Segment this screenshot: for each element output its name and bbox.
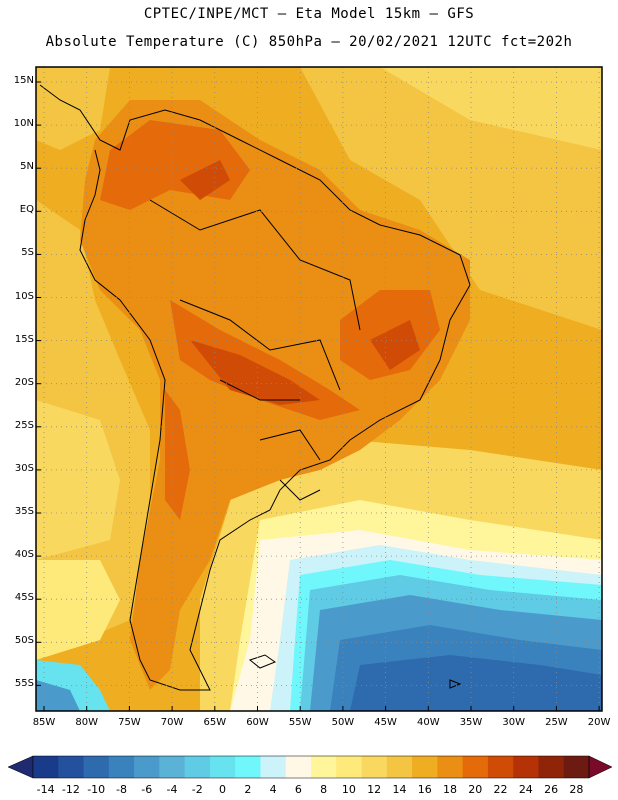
colorbar-label: 10: [341, 783, 356, 796]
lat-label: 55S: [14, 678, 34, 690]
colorbar-swatch: [412, 756, 438, 778]
colorbar-swatch: [487, 756, 514, 778]
lon-label: 25W: [545, 717, 568, 728]
colorbar-label: 20: [468, 783, 483, 796]
colorbar-swatch: [361, 756, 388, 778]
title-line-1: CPTEC/INPE/MCT – Eta Model 15km – GFS: [143, 6, 475, 22]
lon-label: 60W: [246, 717, 269, 728]
colorbar-swatch: [58, 756, 85, 778]
colorbar-swatch: [108, 756, 135, 778]
colorbar-label: 16: [417, 783, 432, 796]
colorbar-left-arrow: [7, 755, 34, 779]
lat-label: 15N: [13, 75, 34, 86]
colorbar-swatch: [311, 756, 337, 778]
colorbar-label: 6: [294, 783, 302, 796]
lon-label: 55W: [288, 717, 312, 728]
lon-label: 65W: [203, 717, 227, 728]
colorbar-label: 22: [493, 783, 508, 796]
colorbar-label: 12: [367, 783, 382, 796]
colorbar-swatch: [285, 756, 312, 778]
temperature-field: [36, 67, 602, 711]
lon-label: 40W: [416, 717, 440, 728]
colorbar-swatch: [134, 756, 160, 778]
colorbar-label: 8: [320, 783, 328, 796]
lon-label: 70W: [160, 717, 184, 728]
lon-label: 80W: [75, 717, 98, 728]
colorbar-label: -2: [191, 783, 203, 796]
colorbar-swatch: [336, 756, 363, 778]
colorbar-swatch: [83, 756, 110, 778]
colorbar-swatch: [159, 756, 186, 778]
lat-label: 15S: [14, 333, 34, 345]
colorbar-label: -4: [166, 783, 178, 796]
colorbar-label: -8: [115, 783, 127, 796]
colorbar-label: 4: [269, 783, 277, 796]
lat-label: 20S: [14, 376, 34, 388]
coastlines: [39, 84, 471, 691]
colorbar-swatch: [538, 756, 565, 778]
lat-label: 40S: [14, 549, 34, 561]
lon-label: 20W: [587, 717, 611, 728]
lat-label: 5N: [20, 161, 34, 173]
title-line-2: Absolute Temperature (C) 850hPa – 20/02/…: [45, 34, 573, 50]
lon-label: 35W: [459, 717, 483, 728]
colorbar-frame: [32, 755, 590, 779]
axis-ticks: [36, 81, 600, 711]
colorbar-right-arrow: [588, 755, 613, 779]
colorbar-label: 26: [544, 783, 559, 796]
colorbar-label: -12: [61, 783, 80, 796]
colorbar-swatch: [209, 756, 236, 778]
lon-label: 75W: [118, 717, 141, 728]
lat-label: 35S: [14, 506, 34, 517]
lat-label: 25S: [14, 419, 34, 431]
colorbar-swatch: [33, 756, 59, 778]
lat-label: 50S: [14, 635, 34, 647]
colorbar-label: 0: [219, 783, 227, 796]
colorbar-swatch: [260, 756, 287, 778]
lon-label: 85W: [32, 717, 56, 728]
lat-label: 5S: [21, 247, 34, 259]
lon-label: 50W: [331, 717, 355, 728]
colorbar-swatch: [563, 756, 590, 778]
colorbar-label: -10: [87, 783, 106, 796]
colorbar-swatch: [437, 756, 464, 778]
lon-label: 30W: [502, 717, 525, 728]
lon-label: 45W: [374, 717, 397, 728]
colorbar: [7, 755, 613, 779]
colorbar-label: 2: [244, 783, 252, 796]
colorbar-label: 18: [443, 783, 457, 796]
colorbar-label: -6: [141, 783, 153, 796]
map-frame: [35, 66, 603, 712]
lat-label: 10N: [13, 118, 34, 130]
colorbar-label: 24: [518, 783, 533, 796]
colorbar-swatch: [386, 756, 413, 778]
colorbar-swatch: [513, 756, 539, 778]
colorbar-label: -14: [36, 783, 55, 796]
lat-label: 10S: [14, 290, 34, 302]
lat-label: 45S: [14, 592, 34, 604]
lat-label: 30S: [14, 462, 34, 474]
colorbar-swatch: [184, 756, 211, 778]
colorbar-swatch: [462, 756, 489, 778]
colorbar-label: 14: [392, 783, 407, 796]
lat-label: EQ: [19, 204, 34, 216]
colorbar-swatch: [235, 756, 261, 778]
colorbar-label: 28: [569, 783, 584, 796]
